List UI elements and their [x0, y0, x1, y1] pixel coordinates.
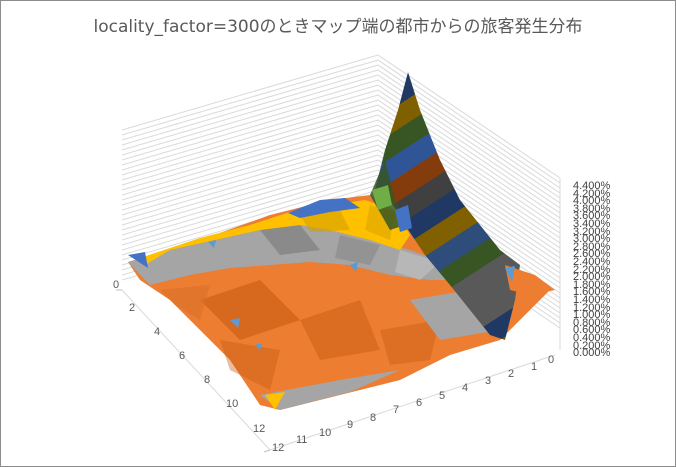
x-tick: 6 — [416, 397, 423, 409]
depth-tick: 12 — [253, 423, 266, 435]
x-tick: 11 — [296, 434, 308, 446]
z-tick: 1.200% — [573, 301, 611, 314]
x-tick: 8 — [370, 412, 377, 424]
surface — [128, 72, 555, 410]
depth-tick: 8 — [204, 374, 211, 386]
x-tick: 12 — [272, 442, 285, 454]
chart-title: locality_factor=300のときマップ端の都市からの旅客発生分布 — [93, 17, 583, 37]
z-tick: 1.800% — [573, 278, 611, 291]
floor-axes — [121, 289, 556, 451]
z-tick: 0.400% — [573, 332, 611, 344]
x-tick: 9 — [347, 419, 354, 431]
z-tick: 3.200% — [573, 225, 611, 238]
z-tick: 2.800% — [573, 240, 611, 253]
z-tick: 4.400% — [573, 180, 611, 192]
z-tick: 3.800% — [573, 202, 611, 215]
z-tick: 1.400% — [573, 294, 611, 306]
x-tick: 2 — [508, 368, 515, 380]
x-tick: 4 — [462, 382, 469, 394]
x-tick: 1 — [531, 361, 538, 373]
z-tick: 0.800% — [573, 316, 611, 329]
x-tick: 7 — [393, 404, 400, 416]
x-tick: 5 — [439, 390, 446, 402]
z-tick: 3.600% — [573, 210, 611, 223]
z-tick: 0.200% — [573, 339, 611, 352]
z-tick: 0.000% — [573, 347, 611, 360]
z-tick: 4.200% — [573, 187, 611, 200]
z-tick: 2.000% — [573, 271, 611, 284]
depth-tick: 0 — [113, 279, 120, 291]
z-tick: 3.400% — [573, 218, 611, 230]
depth-tick: 2 — [129, 302, 136, 314]
z-tick: 0.600% — [573, 324, 611, 337]
z-tick: 2.400% — [573, 256, 611, 268]
depth-tick: 6 — [179, 350, 186, 362]
z-tick: 3.000% — [573, 233, 611, 246]
back-wall-grid — [121, 54, 561, 329]
z-tick: 1.600% — [573, 286, 611, 299]
x-tick: 10 — [319, 427, 332, 439]
x-tick: 0 — [548, 354, 555, 366]
x-tick: 3 — [485, 375, 492, 387]
z-tick: 2.200% — [573, 263, 611, 276]
depth-tick: 10 — [226, 398, 239, 410]
z-tick: 4.000% — [573, 195, 611, 208]
z-tick: 2.600% — [573, 248, 611, 261]
depth-tick: 4 — [154, 326, 161, 338]
z-tick: 1.000% — [573, 309, 611, 322]
